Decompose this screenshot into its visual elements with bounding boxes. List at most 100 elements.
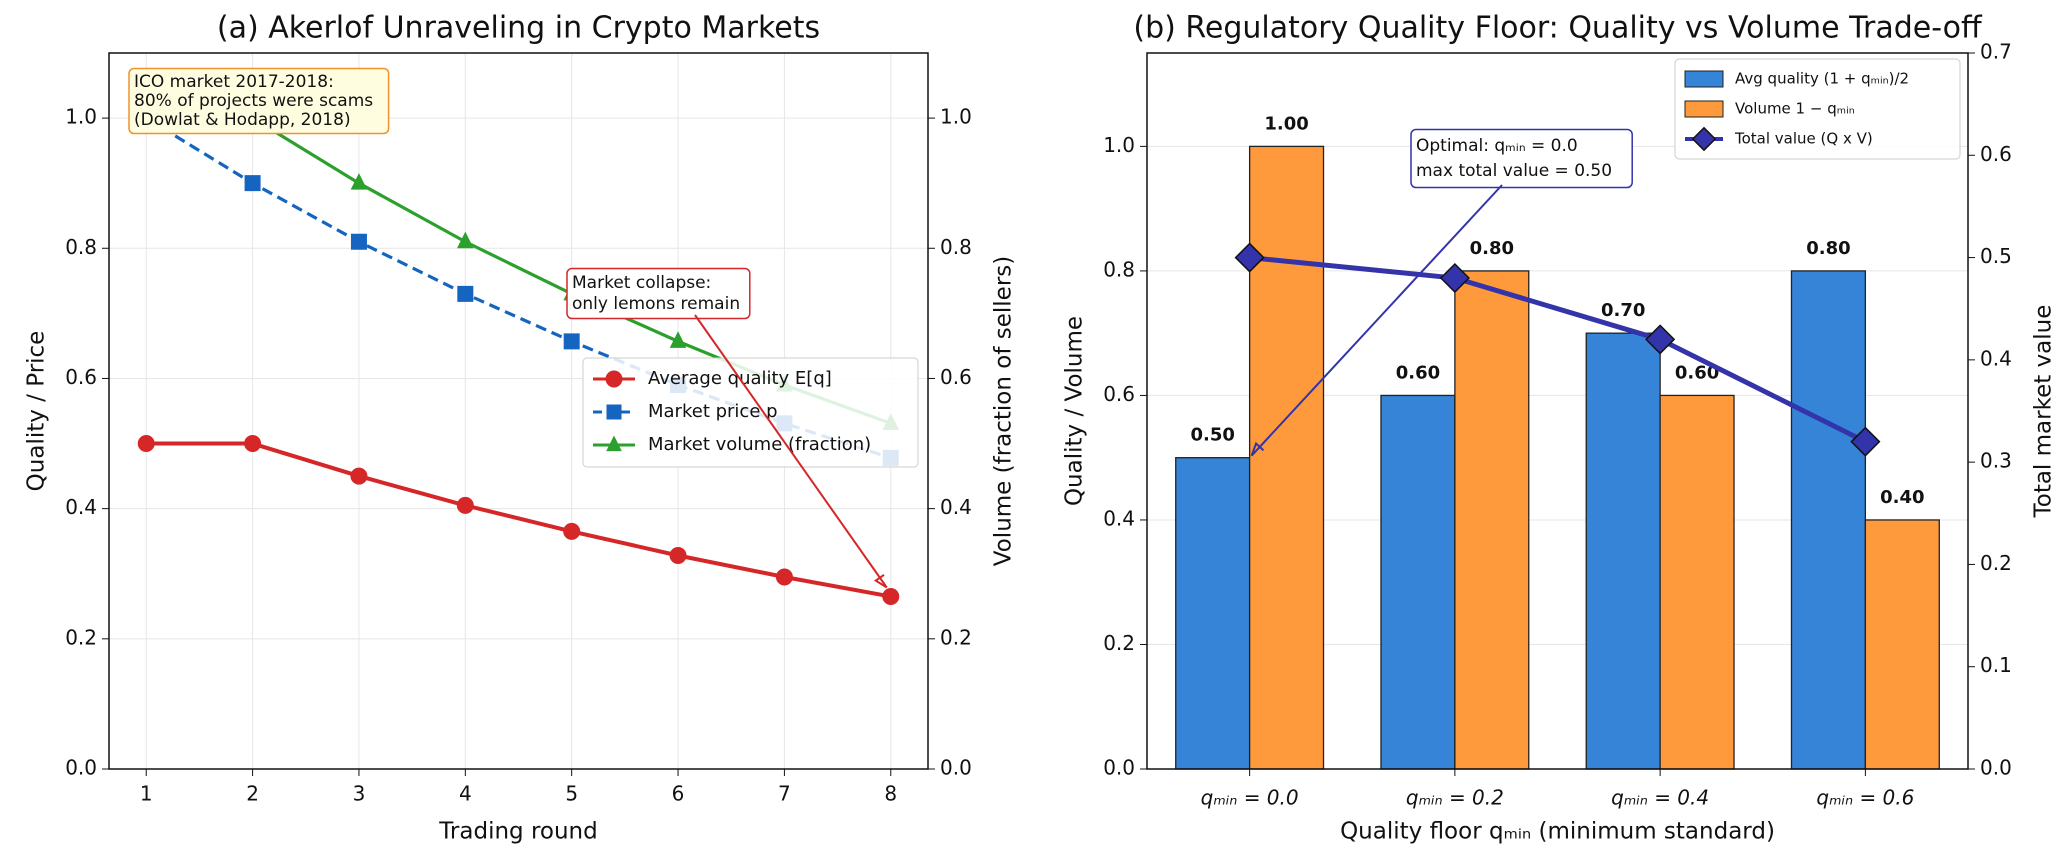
annotation-arrowhead <box>873 573 888 589</box>
x-tick-label: qₘᵢₙ = 0.4 <box>1611 786 1709 810</box>
marker <box>244 175 261 192</box>
y-tick-label: 0.6 <box>65 365 97 389</box>
y-tick-label: 0.0 <box>65 756 97 780</box>
chart-title: (a) Akerlof Unraveling in Crypto Markets <box>217 11 820 46</box>
bar <box>1454 270 1530 770</box>
annotation-text: only lemons remain <box>572 294 740 314</box>
x-tick-label: 1 <box>140 782 153 806</box>
marker <box>350 467 368 485</box>
plot-frame <box>1146 52 1969 770</box>
y-axis-label: Quality / Price <box>24 331 50 492</box>
y-tick-label: 0.0 <box>1103 756 1135 780</box>
annotation-text: Optimal: qₘᵢₙ = 0.0 <box>1416 136 1578 156</box>
x-axis-label: Trading round <box>438 819 597 845</box>
annotation-arrow <box>1250 184 1503 457</box>
chart-title: (b) Regulatory Quality Floor: Quality vs… <box>1133 11 1983 46</box>
value-label: 0.80 <box>1806 238 1850 259</box>
x-tick-label: 3 <box>353 782 366 806</box>
y-tick-label: 0.8 <box>1103 257 1135 281</box>
bar <box>1790 270 1867 770</box>
annotation-box <box>1410 128 1633 189</box>
marker <box>1439 262 1470 294</box>
marker <box>350 233 367 250</box>
x-tick-label: 2 <box>246 782 259 806</box>
y-tick-label: 1.0 <box>65 105 97 129</box>
legend-label[interactable]: Total value (Q x V) <box>1734 130 1873 148</box>
annotation-text: (Dowlat & Hodapp, 2018) <box>134 110 351 130</box>
bar <box>1864 519 1940 770</box>
marker <box>457 231 474 249</box>
marker <box>563 333 580 350</box>
marker <box>457 285 474 302</box>
value-label: 0.80 <box>1470 238 1514 259</box>
marker <box>882 588 900 606</box>
marker <box>606 404 622 420</box>
annotation-text: Market collapse: <box>572 273 711 293</box>
annotation-box <box>128 67 390 135</box>
annotation-text: ICO market 2017-2018: <box>134 72 334 92</box>
y2-tick-label: 0.3 <box>1980 449 2012 473</box>
x-tick-label: qₘᵢₙ = 0.2 <box>1406 786 1504 810</box>
y2-tick-label: 0.5 <box>1980 244 2012 268</box>
plot-frame <box>108 52 929 770</box>
value-label: 0.70 <box>1601 300 1645 321</box>
marker <box>669 331 687 348</box>
bar <box>1380 394 1456 770</box>
marker <box>1234 242 1265 273</box>
annotation-box <box>566 267 751 320</box>
marker <box>244 435 262 453</box>
value-label: 1.00 <box>1264 113 1308 134</box>
y2-tick-label: 0.1 <box>1980 653 2012 677</box>
series-line <box>146 441 892 599</box>
legend-label[interactable]: Market price p <box>648 401 778 422</box>
legend-patch <box>1684 70 1724 88</box>
y-tick-label: 0.2 <box>1103 631 1135 655</box>
legend-box <box>1674 58 1961 160</box>
x-tick-label: 5 <box>565 782 578 806</box>
marker <box>350 173 368 190</box>
marker <box>606 435 622 452</box>
y2-tick-label: 1.0 <box>940 105 972 129</box>
bar <box>1175 457 1251 770</box>
legend-label[interactable]: Market volume (fraction) <box>648 434 871 455</box>
x-tick-label: qₘᵢₙ = 0.6 <box>1816 786 1914 810</box>
y2-tick-label: 0.6 <box>940 365 972 389</box>
marker <box>775 568 793 586</box>
y-axis-label: Quality / Volume <box>1062 316 1088 506</box>
y2-axis-label: Volume (fraction of sellers) <box>991 256 1017 566</box>
y2-tick-label: 0.0 <box>1980 756 2012 780</box>
legend-label[interactable]: Avg quality (1 + qₘᵢₙ)/2 <box>1735 70 1909 88</box>
y2-axis-label: Total market value <box>2031 305 2057 519</box>
y-tick-label: 0.4 <box>1103 506 1135 530</box>
value-label: 0.60 <box>1675 362 1719 383</box>
marker <box>605 370 623 388</box>
annotation-text: 80% of projects were scams <box>134 91 373 111</box>
y2-tick-label: 0.2 <box>940 625 972 649</box>
legend-label[interactable]: Volume 1 − qₘᵢₙ <box>1735 100 1855 118</box>
bar <box>1585 332 1661 770</box>
y-tick-label: 0.8 <box>65 235 97 259</box>
value-label: 0.60 <box>1396 362 1440 383</box>
y2-tick-label: 0.2 <box>1980 551 2012 575</box>
x-tick-label: 6 <box>672 782 685 806</box>
y2-tick-label: 0.0 <box>940 756 972 780</box>
marker <box>1850 426 1881 457</box>
y-tick-label: 0.4 <box>65 495 97 519</box>
x-axis-label: Quality floor qₘᵢₙ (minimum standard) <box>1340 819 1775 845</box>
y-tick-label: 0.6 <box>1103 382 1135 406</box>
series-line <box>1249 255 1867 444</box>
y-tick-label: 0.2 <box>65 625 97 649</box>
legend-box <box>582 357 919 468</box>
y-tick-label: 1.0 <box>1103 133 1135 157</box>
y2-tick-label: 0.4 <box>940 495 972 519</box>
value-label: 0.50 <box>1190 425 1234 446</box>
y2-tick-label: 0.4 <box>1980 346 2012 370</box>
legend-patch <box>1684 100 1724 118</box>
marker <box>1645 324 1676 355</box>
annotation-arrow <box>694 314 888 589</box>
marker <box>137 435 155 453</box>
y2-tick-label: 0.6 <box>1980 142 2012 166</box>
x-tick-label: 4 <box>459 782 472 806</box>
x-tick-label: 8 <box>884 782 897 806</box>
annotation-text: max total value = 0.50 <box>1416 161 1612 181</box>
